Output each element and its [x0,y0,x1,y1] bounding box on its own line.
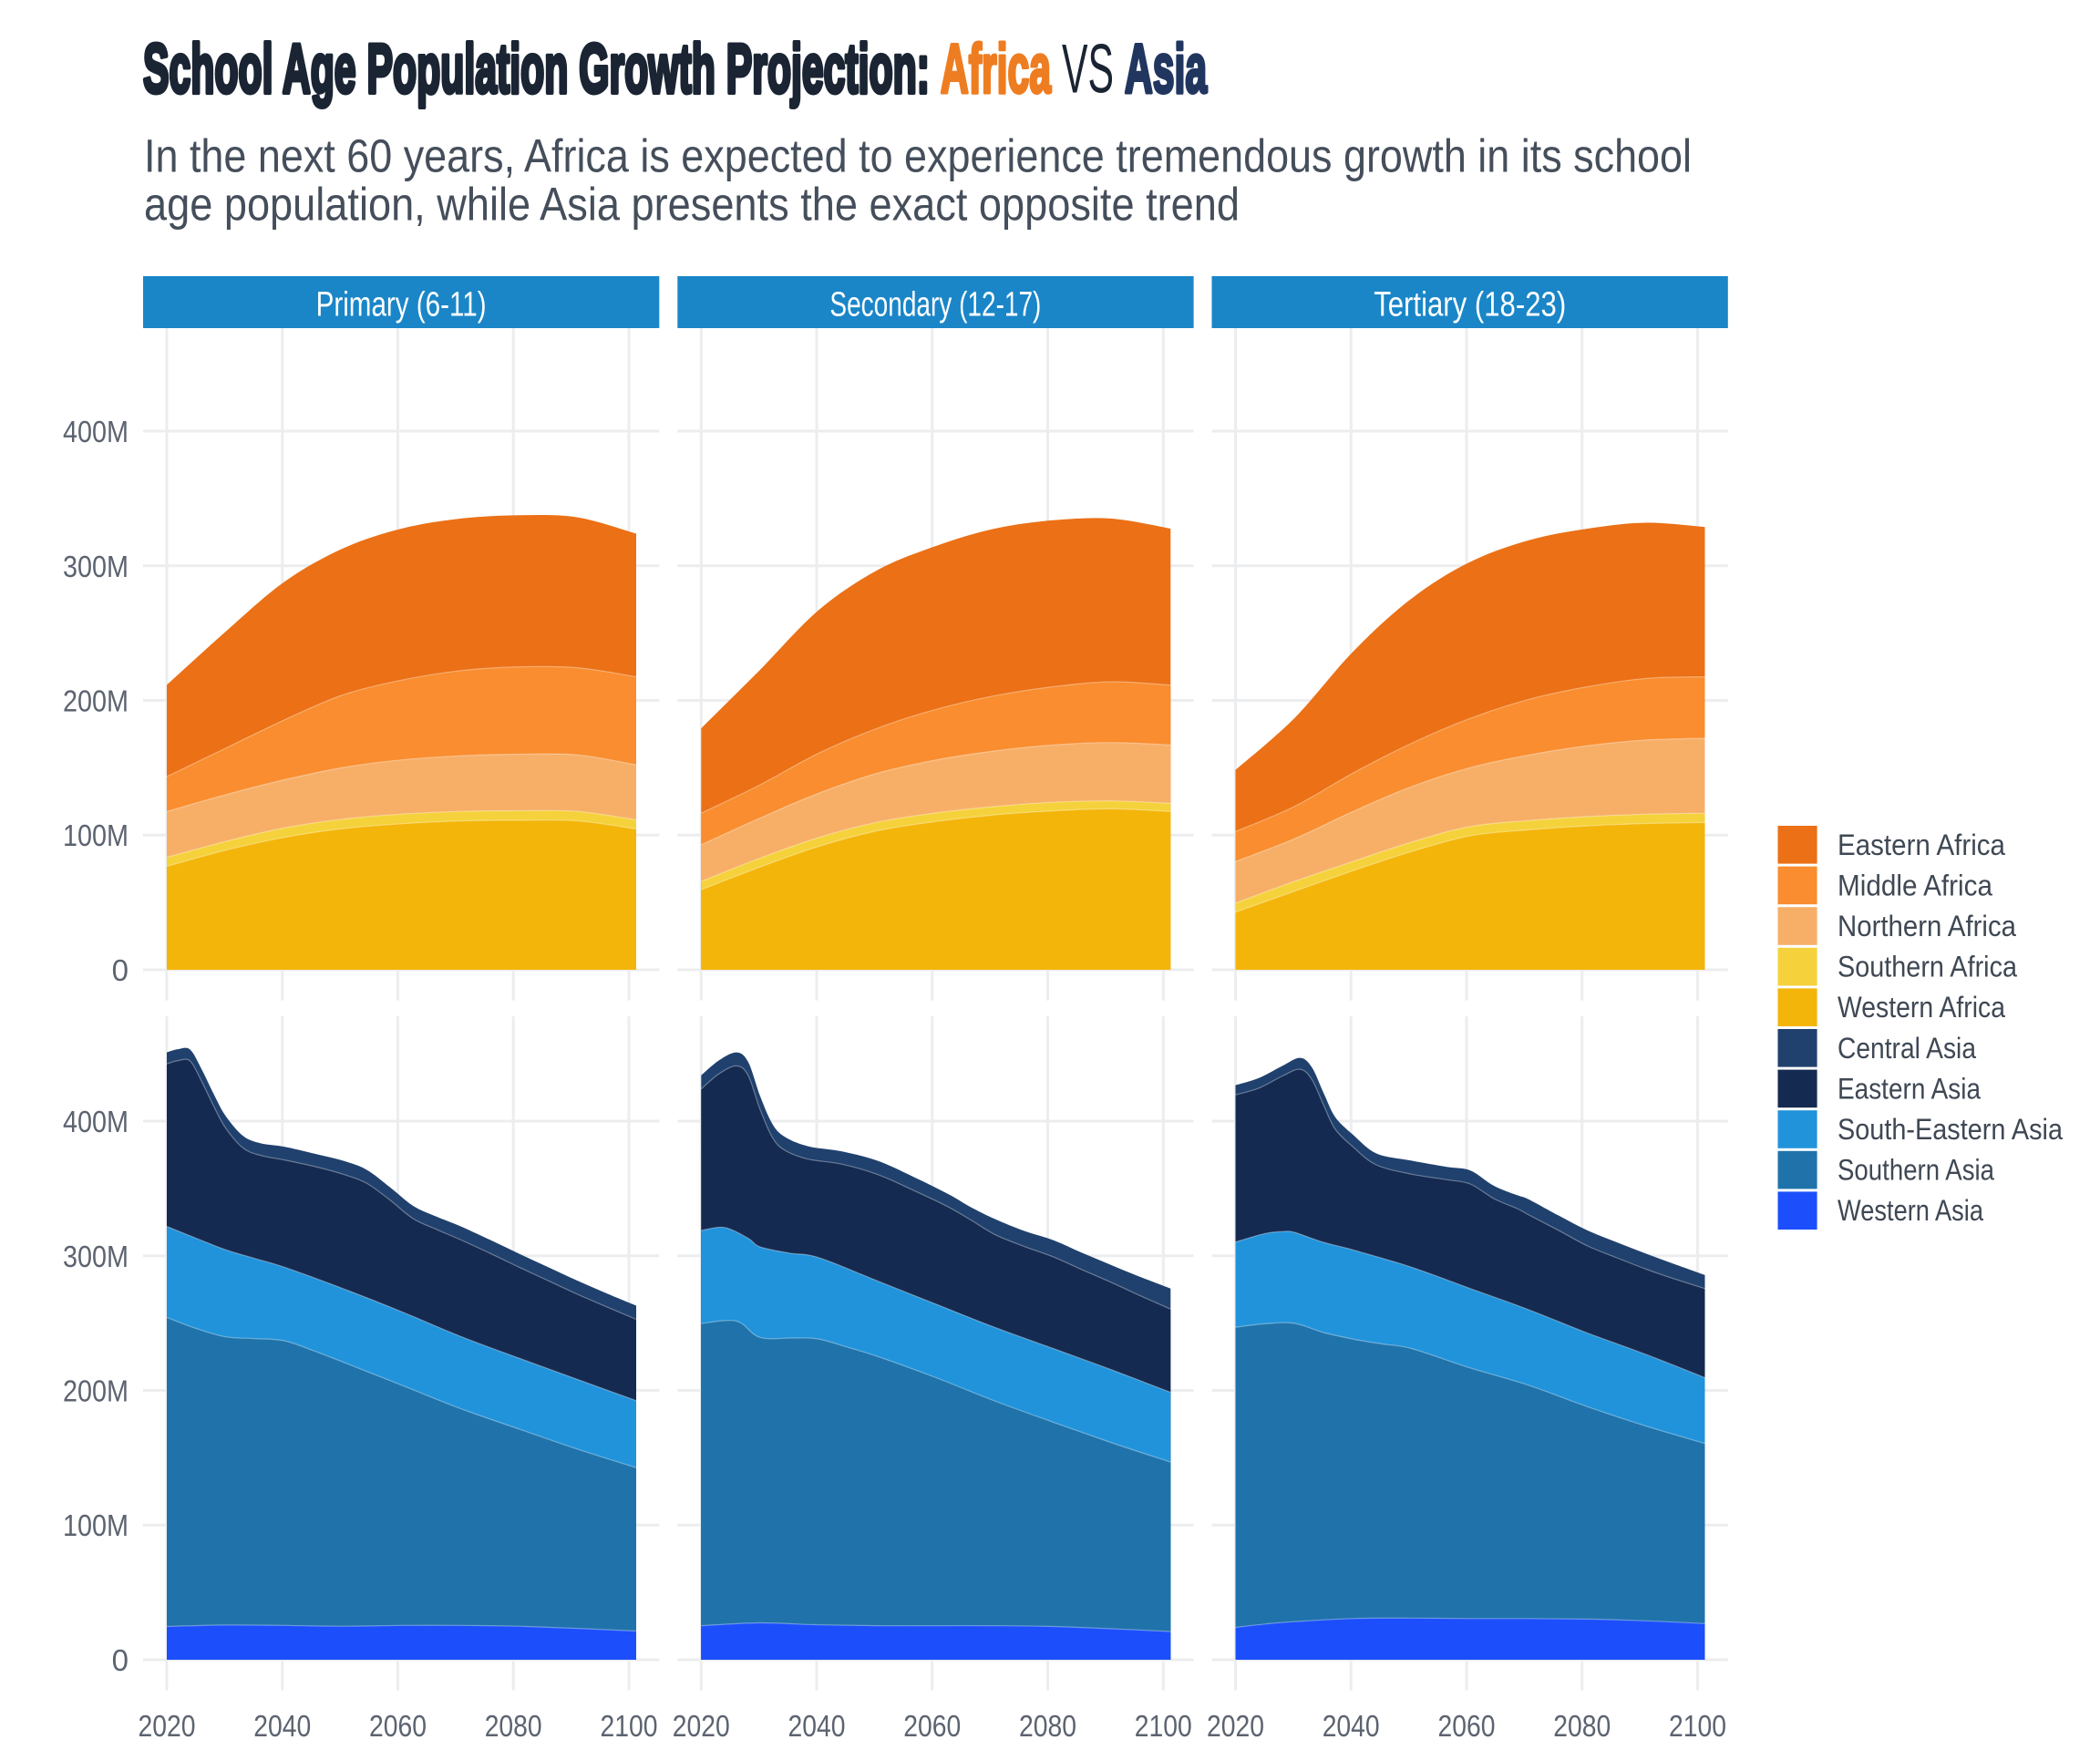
svg-text:2080: 2080 [1019,1709,1076,1743]
svg-text:Southern Asia: Southern Asia [1838,1154,1994,1187]
svg-text:2040: 2040 [788,1709,846,1743]
svg-text:2040: 2040 [253,1709,311,1743]
svg-text:Northern Africa: Northern Africa [1838,910,2016,942]
svg-text:2100: 2100 [601,1709,658,1743]
svg-text:0: 0 [112,953,129,987]
svg-text:2020: 2020 [673,1709,730,1743]
svg-text:Southern Africa: Southern Africa [1838,951,2017,983]
svg-text:400M: 400M [63,1105,129,1138]
svg-text:0: 0 [112,1643,129,1677]
svg-text:2100: 2100 [1669,1709,1726,1743]
svg-text:300M: 300M [63,550,129,583]
svg-text:400M: 400M [63,415,129,448]
svg-text:2040: 2040 [1323,1709,1380,1743]
svg-text:Primary (6-11): Primary (6-11) [316,286,487,324]
svg-text:Central Asia: Central Asia [1838,1032,1976,1065]
svg-text:300M: 300M [63,1240,129,1273]
svg-text:Western Asia: Western Asia [1838,1194,1983,1227]
svg-text:2060: 2060 [903,1709,961,1743]
svg-text:200M: 200M [63,685,129,718]
svg-text:2080: 2080 [485,1709,542,1743]
svg-text:Eastern Africa: Eastern Africa [1838,829,2005,861]
svg-text:Tertiary (18-23): Tertiary (18-23) [1374,286,1566,324]
svg-text:Western Africa: Western Africa [1838,991,2005,1024]
svg-text:age population, while Asia pre: age population, while Asia presents the … [144,178,1240,230]
svg-text:Secondary (12-17): Secondary (12-17) [829,286,1041,324]
svg-text:2100: 2100 [1135,1709,1192,1743]
svg-text:In the next 60 years, Africa i: In the next 60 years, Africa is expected… [144,130,1692,182]
svg-text:2020: 2020 [139,1709,196,1743]
svg-text:Middle Africa: Middle Africa [1838,869,1992,901]
svg-text:School Age Population Growth P: School Age Population Growth Projection:… [143,31,1208,108]
svg-text:Eastern Asia: Eastern Asia [1838,1072,1981,1105]
svg-text:2080: 2080 [1553,1709,1611,1743]
svg-text:2060: 2060 [369,1709,427,1743]
svg-text:2020: 2020 [1207,1709,1264,1743]
svg-text:2060: 2060 [1438,1709,1496,1743]
svg-text:100M: 100M [63,1508,129,1542]
svg-text:200M: 200M [63,1374,129,1408]
svg-text:South-Eastern Asia: South-Eastern Asia [1838,1113,2063,1146]
svg-text:100M: 100M [63,818,129,852]
